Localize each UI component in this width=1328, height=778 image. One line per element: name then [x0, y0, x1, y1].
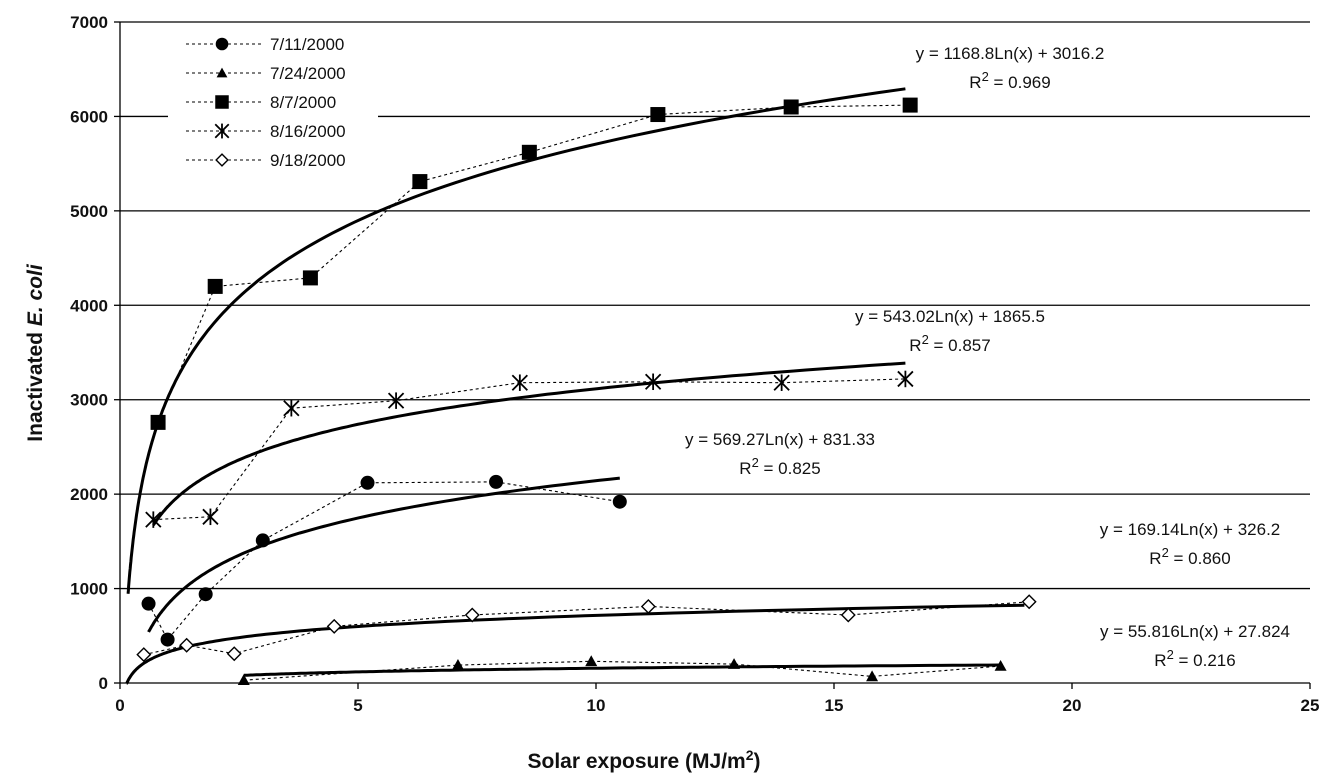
trendline-equations: y = 569.27Ln(x) + 831.33 R2 = 0.825 y = 55…	[685, 44, 1290, 670]
legend-item-1: 7/24/2000	[186, 64, 346, 83]
legend-marker	[215, 153, 229, 167]
data-point	[644, 373, 662, 391]
data-point	[412, 174, 428, 190]
data-point	[387, 392, 405, 409]
series-line-4	[143, 601, 1030, 656]
x-tick-label: 10	[587, 696, 606, 715]
data-point	[585, 655, 598, 667]
legend-marker	[215, 37, 229, 51]
data-point	[160, 632, 175, 647]
legend-item-0: 7/11/2000	[186, 35, 344, 54]
trendline-equation: y = 169.14Ln(x) + 326.2	[1100, 520, 1281, 539]
trendline-r-squared: R2 = 0.825	[739, 455, 820, 478]
data-point	[226, 646, 242, 662]
data-point	[994, 660, 1007, 671]
data-point	[145, 511, 162, 528]
y-axis-title: Inactivated E. coli	[24, 263, 47, 442]
trendline-4	[125, 603, 1025, 685]
legend-label: 7/11/2000	[270, 35, 344, 54]
trendline-r-squared: R2 = 0.857	[909, 332, 990, 355]
x-tick-label: 15	[825, 696, 844, 715]
legend-box	[168, 30, 378, 180]
data-point	[866, 670, 879, 682]
legend-item-3: 8/16/2000	[186, 122, 346, 141]
data-point	[360, 475, 375, 490]
data-point	[326, 618, 342, 634]
data-point	[302, 270, 318, 286]
data-point	[283, 399, 300, 417]
x-axis-title: Solar exposure (MJ/m2)	[527, 747, 760, 773]
trendline-equation: y = 543.02Ln(x) + 1865.5	[855, 307, 1045, 326]
legend-marker	[215, 95, 229, 109]
data-point	[783, 99, 799, 115]
legend-label: 8/7/2000	[270, 93, 336, 112]
trendline-r-squared: R2 = 0.216	[1154, 647, 1235, 670]
data-point	[511, 374, 528, 391]
data-point	[237, 674, 250, 685]
series-line-2	[157, 104, 911, 423]
trendline-equation: y = 569.27Ln(x) + 831.33	[685, 430, 875, 449]
trendline-3	[152, 361, 906, 526]
data-point	[451, 659, 464, 670]
series-line-1	[243, 660, 1001, 681]
data-point	[255, 533, 270, 548]
series-line-3	[153, 378, 906, 521]
legend-marker	[216, 67, 228, 78]
data-point	[150, 414, 166, 430]
data-point	[198, 587, 213, 602]
x-tick-label: 0	[115, 696, 124, 715]
data-point	[650, 107, 666, 123]
y-tick-label: 5000	[70, 202, 108, 221]
trendline-r-squared: R2 = 0.860	[1149, 545, 1230, 568]
data-point	[207, 278, 223, 294]
data-point	[141, 596, 156, 611]
y-tick-label: 1000	[70, 580, 108, 599]
trendline-0	[147, 476, 620, 633]
legend-item-2: 8/7/2000	[186, 93, 336, 112]
data-series	[136, 97, 1037, 685]
axes: 0 1000 2000 3000 4000 5000 6000 7000 0 5 10 15 20 25	[70, 13, 1319, 715]
data-point	[136, 647, 152, 663]
data-point	[840, 607, 856, 623]
x-tick-label: 5	[353, 696, 362, 715]
y-tick-label: 4000	[70, 296, 108, 315]
legend: 7/11/2000 7/24/2000 8/7/2000 8/16/2000 9/18/…	[168, 30, 378, 180]
data-point	[897, 370, 914, 388]
data-point	[464, 607, 480, 623]
data-point	[202, 508, 219, 526]
trendline-r-squared: R2 = 0.969	[969, 69, 1050, 92]
y-tick-label: 7000	[70, 13, 108, 32]
trendlines	[125, 87, 1025, 685]
trendline-2	[126, 87, 906, 594]
trendline-equation: y = 1168.8Ln(x) + 3016.2	[916, 44, 1105, 63]
data-point	[179, 637, 195, 653]
y-tick-label: 2000	[70, 485, 108, 504]
x-tick-label: 25	[1301, 696, 1320, 715]
legend-label: 9/18/2000	[270, 151, 346, 170]
legend-marker	[214, 123, 230, 139]
data-point	[728, 658, 741, 669]
legend-item-4: 9/18/2000	[186, 151, 346, 170]
data-point	[612, 494, 627, 509]
data-point	[1021, 594, 1037, 610]
y-tick-label: 6000	[70, 107, 108, 126]
trendline-equation: y = 55.816Ln(x) + 27.824	[1100, 622, 1290, 641]
x-tick-label: 20	[1063, 696, 1082, 715]
legend-label: 7/24/2000	[270, 64, 346, 83]
trendline-1	[243, 663, 1001, 677]
data-point	[489, 474, 504, 489]
data-point	[902, 97, 918, 113]
y-tick-label: 3000	[70, 391, 108, 410]
data-point	[521, 144, 537, 160]
data-point	[773, 374, 790, 391]
legend-label: 8/16/2000	[270, 122, 346, 141]
y-tick-label: 0	[99, 674, 108, 693]
data-point	[640, 599, 656, 615]
